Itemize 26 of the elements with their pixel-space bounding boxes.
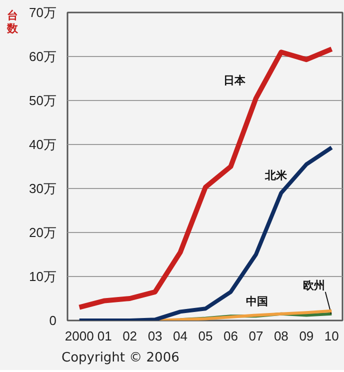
x-tick-label: 2000	[64, 328, 94, 344]
x-tick-label: 09	[299, 328, 314, 344]
y-tick-label: 50万	[29, 93, 57, 108]
line-series	[77, 146, 334, 320]
y-tick-label: 0	[49, 313, 57, 328]
y-tick-label: 70万	[29, 5, 57, 20]
series-label: 中国	[246, 295, 268, 308]
y-tick-label: 30万	[29, 181, 57, 196]
x-tick-label: 02	[122, 328, 138, 344]
text: Copyright © 2006	[62, 350, 180, 366]
series-label: 日本	[224, 74, 247, 88]
y-tick-label: 60万	[29, 49, 57, 64]
x-tick-label: 04	[173, 328, 188, 344]
x-tick-label: 07	[248, 328, 264, 344]
x-tick-label: 03	[148, 328, 162, 344]
x-tick-label: 05	[198, 328, 213, 344]
y-tick-label: 20万	[29, 225, 57, 240]
x-tick-label: 08	[274, 328, 288, 344]
y-tick-label: 10万	[29, 269, 57, 284]
x-tick-label: 10	[324, 328, 339, 344]
text: 欧州	[302, 278, 325, 292]
y-axis-title: 台数	[7, 9, 18, 35]
x-tick-label: 01	[97, 328, 112, 344]
y-tick-label: 40万	[29, 137, 57, 152]
series-label: 北米	[264, 168, 288, 182]
x-tick-label: 06	[224, 328, 238, 344]
